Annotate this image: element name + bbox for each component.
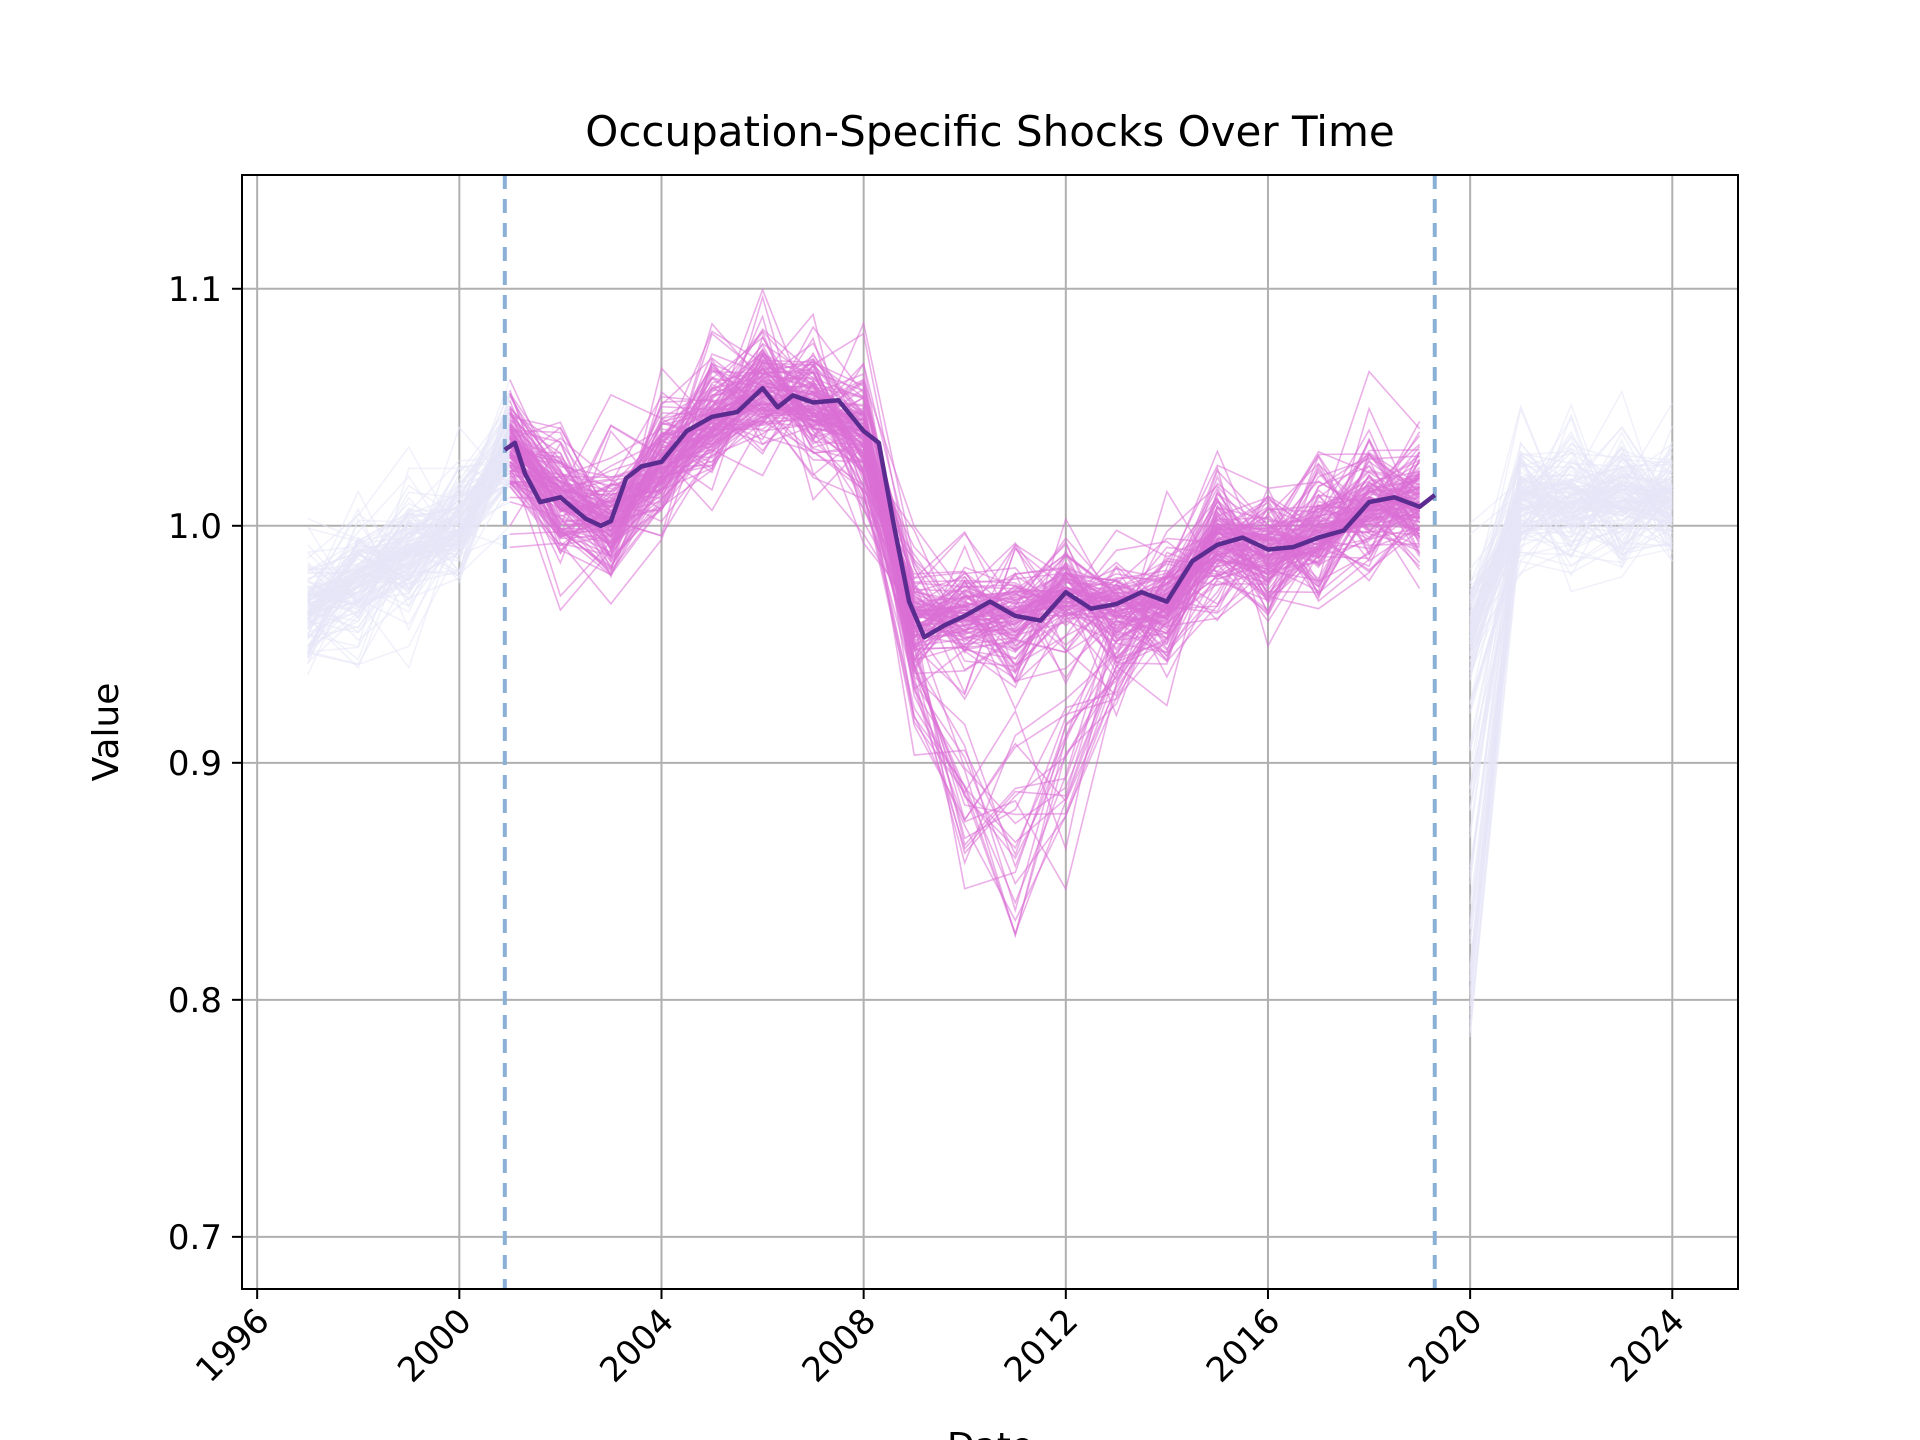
background-series-line-pre	[307, 436, 511, 605]
background-series-line-post	[1469, 452, 1673, 1006]
occupation-series-line	[509, 357, 1420, 840]
background-series-line-pre	[307, 428, 511, 605]
background-series-line-post	[1469, 416, 1673, 627]
occupation-series-line	[509, 384, 1420, 615]
occupation-series-line	[509, 363, 1421, 683]
occupation-series-line	[509, 395, 1421, 673]
occupation-series-line	[509, 384, 1421, 646]
y-tick-label: 0.9	[168, 744, 222, 784]
plot-frame	[241, 174, 1739, 1290]
background-series-line-pre	[307, 456, 510, 660]
background-series-line-pre	[307, 472, 511, 631]
background-series-line-post	[1469, 479, 1673, 1031]
background-series-line-post	[1469, 484, 1673, 811]
background-series-line-pre	[307, 464, 511, 616]
occupation-series-line	[509, 415, 1421, 651]
y-tick-label: 1.0	[168, 507, 222, 547]
occupation-series-line	[509, 389, 1420, 637]
occupation-series-line	[509, 365, 1421, 680]
background-series-line-post	[1469, 404, 1673, 604]
background-series-line-post	[1469, 474, 1673, 666]
occupation-series-line	[509, 351, 1421, 671]
occupation-series-line	[509, 329, 1421, 852]
background-series-line-pre	[307, 452, 511, 626]
background-series-line-post	[1469, 469, 1673, 663]
background-series-line-post	[1469, 486, 1673, 929]
occupation-series-line	[509, 366, 1421, 696]
occupation-series-line	[509, 396, 1421, 635]
occupation-series-line	[509, 330, 1421, 665]
occupation-series-line	[509, 405, 1421, 689]
window-markers	[502, 175, 1437, 1289]
chart-title: Occupation-Specific Shocks Over Time	[585, 107, 1394, 156]
background-series-line-pre	[307, 496, 511, 592]
background-series-line-pre	[307, 443, 511, 634]
occupation-series-line	[509, 352, 1421, 825]
occupation-series-line	[509, 332, 1421, 654]
occupation-series-line	[509, 336, 1421, 905]
background-series-line-post	[1469, 484, 1673, 750]
background-series-line-pre	[307, 406, 511, 624]
occupation-series-line	[509, 327, 1420, 647]
y-tick-label: 0.7	[168, 1218, 222, 1258]
y-axis-label: Value	[86, 683, 127, 782]
y-tick-label: 0.8	[168, 981, 222, 1021]
background-series-line-post	[1469, 487, 1673, 625]
background-series-line-pre	[307, 482, 511, 615]
background-series-line-pre	[307, 445, 511, 608]
x-axis-label: Date	[947, 1426, 1033, 1440]
y-axis: 0.7 0.8 0.9 1.0 1.1	[168, 270, 242, 1258]
window-series-lines	[509, 287, 1421, 939]
mean-line	[503, 386, 1437, 640]
background-series-line-pre	[307, 423, 511, 663]
background-series-line-post	[1469, 446, 1673, 1037]
background-series-line-post	[1469, 452, 1673, 637]
occupation-series-line	[509, 382, 1420, 660]
mean-series	[503, 386, 1437, 640]
occupation-series-line	[509, 358, 1421, 640]
background-series-line-pre	[307, 424, 511, 614]
background-series-line-pre	[307, 432, 511, 655]
y-tick-label: 1.1	[168, 270, 222, 310]
background-series-line-pre	[307, 469, 511, 639]
occupation-series-line	[509, 394, 1420, 638]
occupation-series-line	[509, 381, 1421, 675]
background-series-lines	[306, 379, 1674, 1037]
occupation-series-line	[509, 359, 1420, 634]
background-series-line-post	[1469, 460, 1673, 537]
